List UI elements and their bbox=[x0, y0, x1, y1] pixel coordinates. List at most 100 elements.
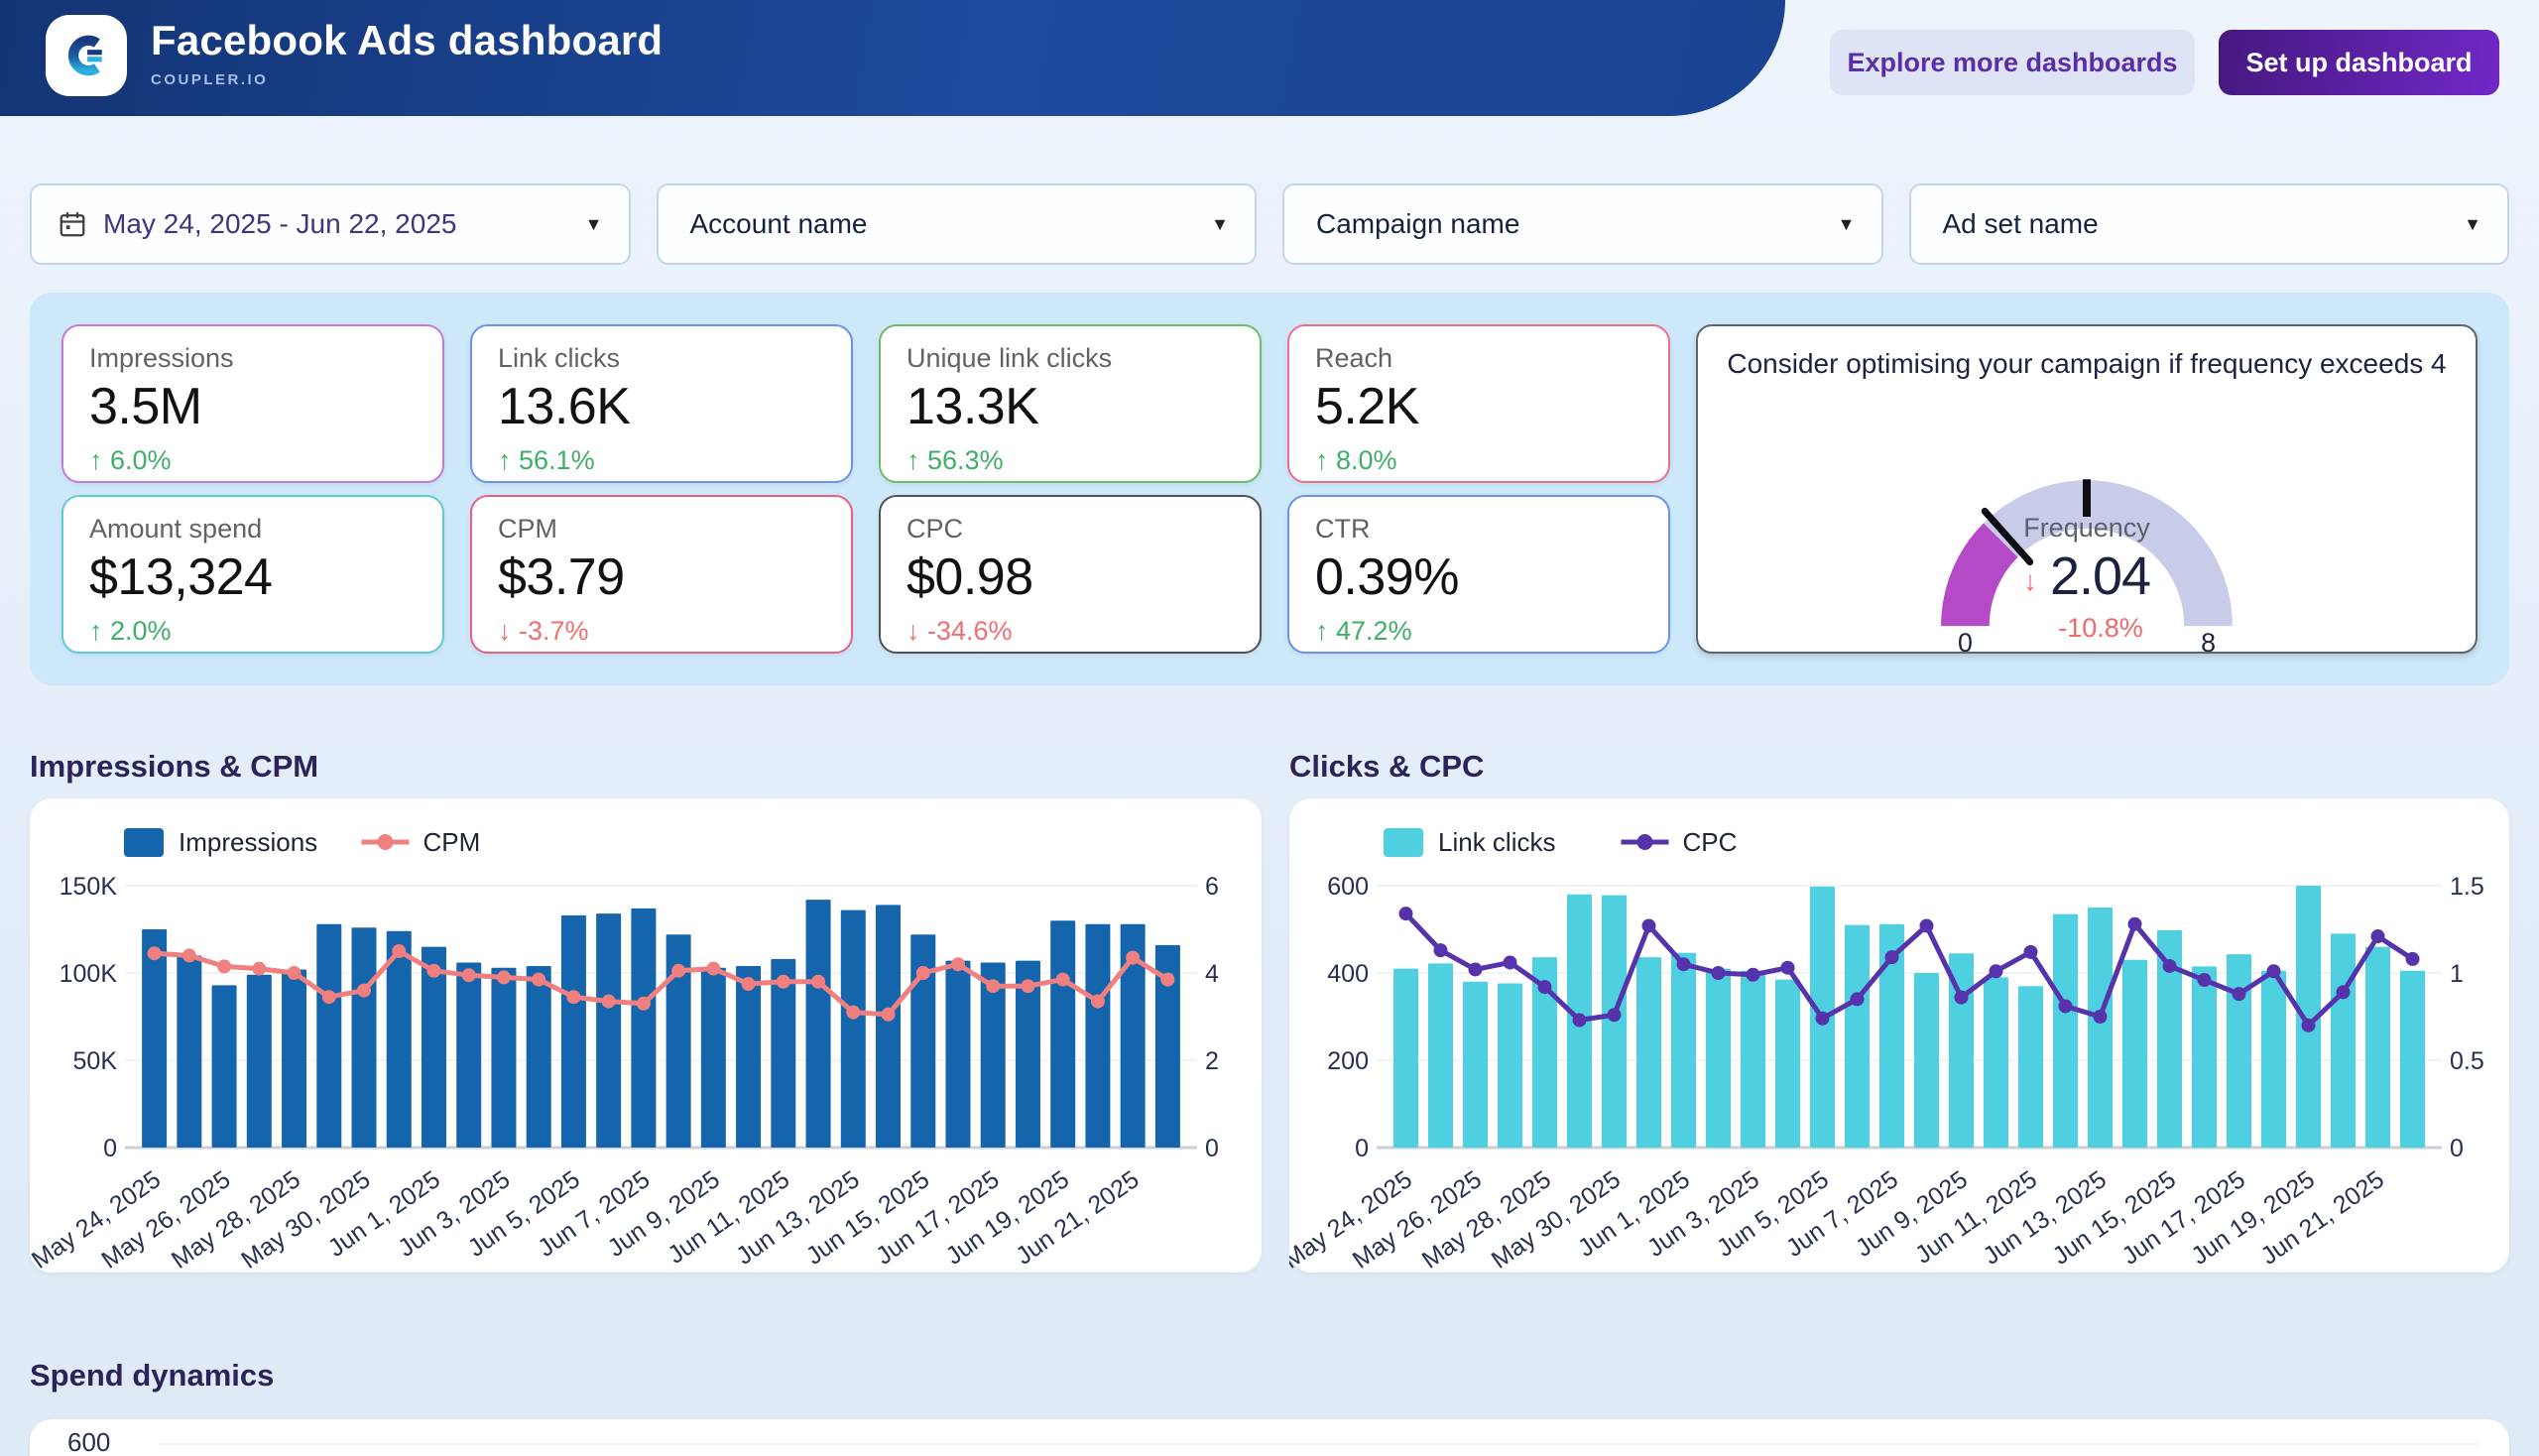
svg-text:0.5: 0.5 bbox=[2450, 1047, 2484, 1075]
kpi-value: 3.5M bbox=[89, 377, 417, 436]
caret-down-icon: ▼ bbox=[2464, 214, 2481, 235]
arrow-up-icon: ↑ bbox=[1315, 616, 1336, 646]
kpi-card-cpc: CPC$0.98 ↓ -34.6% bbox=[879, 495, 1262, 654]
kpi-value: 0.39% bbox=[1315, 547, 1642, 607]
filter-label: Account name bbox=[690, 208, 868, 240]
set-up-dashboard-button[interactable]: Set up dashboard bbox=[2219, 30, 2499, 95]
svg-text:100K: 100K bbox=[60, 960, 118, 988]
kpi-label: Reach bbox=[1315, 343, 1642, 374]
kpi-label: CTR bbox=[1315, 514, 1642, 545]
svg-text:0: 0 bbox=[1205, 1135, 1219, 1162]
svg-text:2: 2 bbox=[1205, 1047, 1219, 1075]
svg-text:0: 0 bbox=[103, 1135, 117, 1162]
impressions-cpm-card: 0050K2100K4150K6May 24, 2025May 26, 2025… bbox=[30, 798, 1262, 1273]
gauge-value-number: 2.04 bbox=[2050, 546, 2150, 606]
kpi-value: 13.6K bbox=[498, 377, 825, 436]
svg-text:Link clicks: Link clicks bbox=[1438, 827, 1555, 857]
clicks-cpc-section: Clicks & CPC 002000.540016001.5May 24, 2… bbox=[1289, 749, 2509, 1273]
charts-row: Impressions & CPM 0050K2100K4150K6May 24… bbox=[30, 749, 2509, 1273]
impressions-cpm-chart: 0050K2100K4150K6May 24, 2025May 26, 2025… bbox=[30, 798, 1262, 1273]
filter-bar: May 24, 2025 - Jun 22, 2025▼Account name… bbox=[30, 183, 2509, 265]
arrow-up-icon: ↑ bbox=[907, 445, 927, 475]
kpi-delta: ↑ 56.1% bbox=[498, 445, 825, 476]
title-block: Facebook Ads dashboard COUPLER.IO bbox=[151, 17, 663, 88]
filter-account-name[interactable]: Account name ▼ bbox=[657, 183, 1258, 265]
x-axis-labels: May 24, 2025May 26, 2025May 28, 2025May … bbox=[30, 1165, 1145, 1273]
svg-text:CPM: CPM bbox=[423, 827, 481, 857]
spend-axis-tick: 600 bbox=[67, 1427, 110, 1456]
svg-text:6: 6 bbox=[1205, 873, 1219, 901]
kpi-value: $3.79 bbox=[498, 547, 825, 607]
gauge-title: Consider optimising your campaign if fre… bbox=[1698, 326, 2476, 380]
arrow-up-icon: ↑ bbox=[89, 616, 110, 646]
impressions-bars bbox=[142, 900, 1180, 1148]
kpi-panel: Impressions3.5M↑ 6.0%Link clicks13.6K↑ 5… bbox=[30, 293, 2509, 685]
impressions-cpm-title: Impressions & CPM bbox=[30, 749, 1262, 785]
arrow-up-icon: ↑ bbox=[1315, 445, 1336, 475]
kpi-value: 13.3K bbox=[907, 377, 1234, 436]
legend: Impressions CPM bbox=[124, 827, 480, 857]
clicks-cpc-card: 002000.540016001.5May 24, 2025May 26, 20… bbox=[1289, 798, 2509, 1273]
svg-text:Impressions: Impressions bbox=[179, 827, 317, 857]
kpi-card-amount-spend: Amount spend$13,324 ↑ 2.0% bbox=[61, 495, 444, 654]
svg-text:1: 1 bbox=[2450, 960, 2464, 988]
spend-dynamics-section: Spend dynamics 600 bbox=[30, 1358, 2509, 1456]
svg-text:600: 600 bbox=[1327, 873, 1369, 901]
kpi-label: Amount spend bbox=[89, 514, 417, 545]
page-title: Facebook Ads dashboard bbox=[151, 17, 663, 64]
filter-ad-set-name[interactable]: Ad set name ▼ bbox=[1909, 183, 2510, 265]
brand-label: COUPLER.IO bbox=[151, 71, 663, 88]
clicks-cpc-chart: 002000.540016001.5May 24, 2025May 26, 20… bbox=[1289, 798, 2509, 1273]
arrow-up-icon: ↑ bbox=[89, 445, 110, 475]
kpi-label: Link clicks bbox=[498, 343, 825, 374]
kpi-label: CPM bbox=[498, 514, 825, 545]
filter-campaign-name[interactable]: Campaign name ▼ bbox=[1282, 183, 1883, 265]
svg-text:400: 400 bbox=[1327, 960, 1369, 988]
kpi-card-unique-link-clicks: Unique link clicks13.3K ↑ 56.3% bbox=[879, 324, 1262, 483]
coupler-logo bbox=[46, 15, 127, 96]
filter-label: Ad set name bbox=[1943, 208, 2099, 240]
kpi-delta: ↓ -34.6% bbox=[907, 616, 1234, 647]
kpi-delta: ↑ 47.2% bbox=[1315, 616, 1642, 647]
kpi-label: Unique link clicks bbox=[907, 343, 1234, 374]
kpi-value: 5.2K bbox=[1315, 377, 1642, 436]
kpi-card-reach: Reach5.2K↑ 8.0% bbox=[1287, 324, 1670, 483]
svg-text:0: 0 bbox=[1355, 1135, 1369, 1162]
kpi-card-impressions: Impressions3.5M↑ 6.0% bbox=[61, 324, 444, 483]
kpi-delta: ↑ 6.0% bbox=[89, 445, 417, 476]
impressions-cpm-section: Impressions & CPM 0050K2100K4150K6May 24… bbox=[30, 749, 1262, 1273]
arrow-down-icon: ↓ bbox=[498, 616, 519, 646]
arrow-down-icon: ↓ bbox=[2023, 565, 2036, 596]
kpi-grid: Impressions3.5M↑ 6.0%Link clicks13.6K↑ 5… bbox=[61, 324, 1670, 654]
filter-label: Campaign name bbox=[1316, 208, 1519, 240]
kpi-value: $13,324 bbox=[89, 547, 417, 607]
spend-gridline bbox=[159, 1443, 2479, 1445]
frequency-gauge-card: Consider optimising your campaign if fre… bbox=[1696, 324, 2478, 654]
filter-may-24-2025-jun-22-2025[interactable]: May 24, 2025 - Jun 22, 2025▼ bbox=[30, 183, 631, 265]
calendar-icon bbox=[58, 209, 87, 239]
kpi-card-cpm: CPM$3.79 ↓ -3.7% bbox=[470, 495, 853, 654]
explore-more-dashboards-button[interactable]: Explore more dashboards bbox=[1830, 30, 2195, 95]
kpi-delta: ↑ 2.0% bbox=[89, 616, 417, 647]
svg-text:200: 200 bbox=[1327, 1047, 1369, 1075]
caret-down-icon: ▼ bbox=[1838, 214, 1856, 235]
impressions-legend-swatch bbox=[124, 828, 164, 857]
kpi-value: $0.98 bbox=[907, 547, 1234, 607]
kpi-card-ctr: CTR0.39% ↑ 47.2% bbox=[1287, 495, 1670, 654]
spend-dynamics-title: Spend dynamics bbox=[30, 1358, 2509, 1394]
filter-label: May 24, 2025 - Jun 22, 2025 bbox=[103, 208, 456, 240]
kpi-delta: ↑ 56.3% bbox=[907, 445, 1234, 476]
gauge-value: ↓ 2.04 bbox=[1698, 546, 2476, 607]
kpi-label: CPC bbox=[907, 514, 1234, 545]
kpi-card-link-clicks: Link clicks13.6K ↑ 56.1% bbox=[470, 324, 853, 483]
svg-text:1.5: 1.5 bbox=[2450, 873, 2484, 901]
coupler-logo-icon bbox=[60, 30, 112, 81]
legend: Link clicksCPC bbox=[1384, 827, 1737, 857]
arrow-down-icon: ↓ bbox=[907, 616, 927, 646]
caret-down-icon: ▼ bbox=[1211, 214, 1229, 235]
x-axis-labels: May 24, 2025May 26, 2025May 28, 2025May … bbox=[1289, 1165, 2389, 1273]
gauge-metric-label: Frequency bbox=[1698, 513, 2476, 544]
arrow-up-icon: ↑ bbox=[498, 445, 519, 475]
kpi-delta: ↓ -3.7% bbox=[498, 616, 825, 647]
link-clicks-legend-swatch bbox=[1384, 828, 1423, 857]
